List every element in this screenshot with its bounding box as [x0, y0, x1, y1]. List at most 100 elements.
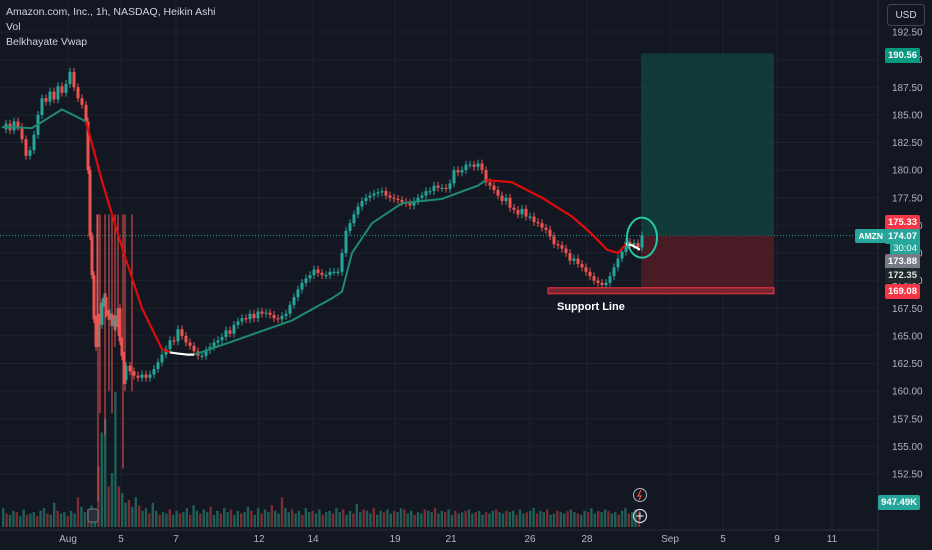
candle-body: [376, 192, 380, 194]
volume-bar: [396, 512, 399, 527]
candle-body: [372, 193, 376, 196]
candle-body: [552, 236, 556, 245]
volume-bar: [518, 509, 522, 527]
volume-bar: [614, 512, 617, 527]
candle-body: [16, 121, 20, 128]
volume-bar: [620, 510, 624, 527]
candle-body: [248, 313, 252, 320]
symbol-title[interactable]: Amazon.com, Inc., 1h, NASDAQ, Heikin Ash…: [6, 6, 216, 18]
candle-body: [192, 345, 196, 352]
volume-bar: [277, 513, 280, 527]
candle-body: [592, 276, 596, 281]
volume-bar: [22, 509, 25, 527]
volume-bar: [73, 513, 76, 527]
volume-bar: [206, 512, 209, 527]
candle-body: [224, 330, 228, 337]
y-tick-label: 192.50: [892, 28, 923, 39]
volume-bar: [107, 486, 110, 527]
volume-bar: [127, 500, 131, 527]
volume-bar: [532, 508, 535, 527]
volume-bar: [131, 506, 134, 527]
volume-bar: [590, 508, 593, 527]
volume-bar: [617, 514, 620, 527]
volume-bar: [552, 513, 556, 527]
candle-body: [220, 336, 224, 341]
volume-bar: [110, 473, 114, 527]
volume-bar: [325, 512, 328, 527]
symbol-tag: AMZN: [855, 229, 886, 243]
volume-bar: [70, 510, 73, 527]
volume-bar: [393, 510, 396, 527]
candle-body: [496, 190, 500, 196]
entry-upper-tag: 175.33: [884, 215, 920, 230]
candle-body: [336, 271, 340, 273]
volume-bar: [355, 504, 358, 527]
volume-bar: [389, 513, 392, 527]
volume-bar: [134, 497, 137, 527]
candle-body: [144, 374, 148, 378]
candle-body: [512, 207, 516, 210]
x-tick-label: 19: [389, 534, 401, 545]
vwap-indicator-label[interactable]: Belkhayate Vwap: [6, 36, 88, 48]
belkhayate-vwap-line: [1, 108, 641, 356]
candle-body: [176, 329, 180, 342]
volume-bar: [376, 514, 379, 527]
lightning-icon: [633, 488, 647, 502]
volume-bar: [80, 506, 83, 527]
volume-bar: [539, 510, 542, 527]
volume-bar: [495, 509, 498, 527]
candle-body: [264, 312, 268, 314]
volume-bar: [267, 512, 270, 527]
volume-bar: [114, 392, 117, 527]
candle-body: [476, 163, 480, 167]
candle-body: [568, 253, 572, 261]
volume-indicator-label[interactable]: Vol: [6, 21, 21, 33]
currency-selector[interactable]: USD: [887, 4, 925, 26]
candle-body: [400, 199, 404, 203]
y-tick-label: 167.50: [892, 304, 923, 315]
volume-bar: [318, 509, 321, 527]
candle-body: [448, 183, 452, 189]
candle-body: [108, 313, 112, 316]
volume-bar: [597, 510, 600, 527]
candle-body: [604, 282, 608, 286]
volume-bar: [182, 512, 185, 527]
vwap-red-segment: [485, 178, 627, 255]
volume-bar: [172, 514, 175, 527]
candle-body: [500, 195, 504, 202]
volume-bar: [512, 510, 515, 527]
candle-body: [328, 271, 332, 276]
volume-bar: [192, 505, 195, 527]
vwap-white-segment: [169, 351, 194, 356]
volume-bar: [301, 514, 304, 527]
volume-bar: [433, 508, 437, 527]
x-tick-label: 11: [827, 534, 838, 545]
volume-bar: [253, 514, 256, 527]
volume-bar: [474, 512, 477, 527]
volume-bar: [525, 512, 528, 527]
stop-price-tag: 169.08: [884, 284, 920, 299]
candle-body: [600, 282, 604, 286]
volume-bar: [314, 513, 318, 527]
earnings-marker: [87, 508, 99, 523]
volume-bar: [185, 508, 188, 527]
candle-body: [572, 258, 576, 261]
volume-bar: [141, 510, 144, 527]
x-tick-label: 9: [774, 534, 780, 545]
candle-body: [532, 216, 536, 223]
candle-body: [516, 209, 520, 215]
candle-body: [188, 342, 192, 346]
volume-bar: [399, 508, 403, 527]
volume-bar: [270, 505, 273, 527]
candle-body: [360, 201, 364, 207]
y-tick-label: 162.50: [892, 359, 923, 370]
candle-body: [524, 208, 528, 217]
volume-bar: [236, 510, 239, 527]
candle-body: [48, 91, 52, 102]
volume-bar: [104, 419, 107, 527]
volume-bar: [311, 510, 314, 527]
volume-bar: [522, 513, 525, 527]
candle-body: [472, 164, 476, 167]
candle-body: [76, 87, 80, 99]
